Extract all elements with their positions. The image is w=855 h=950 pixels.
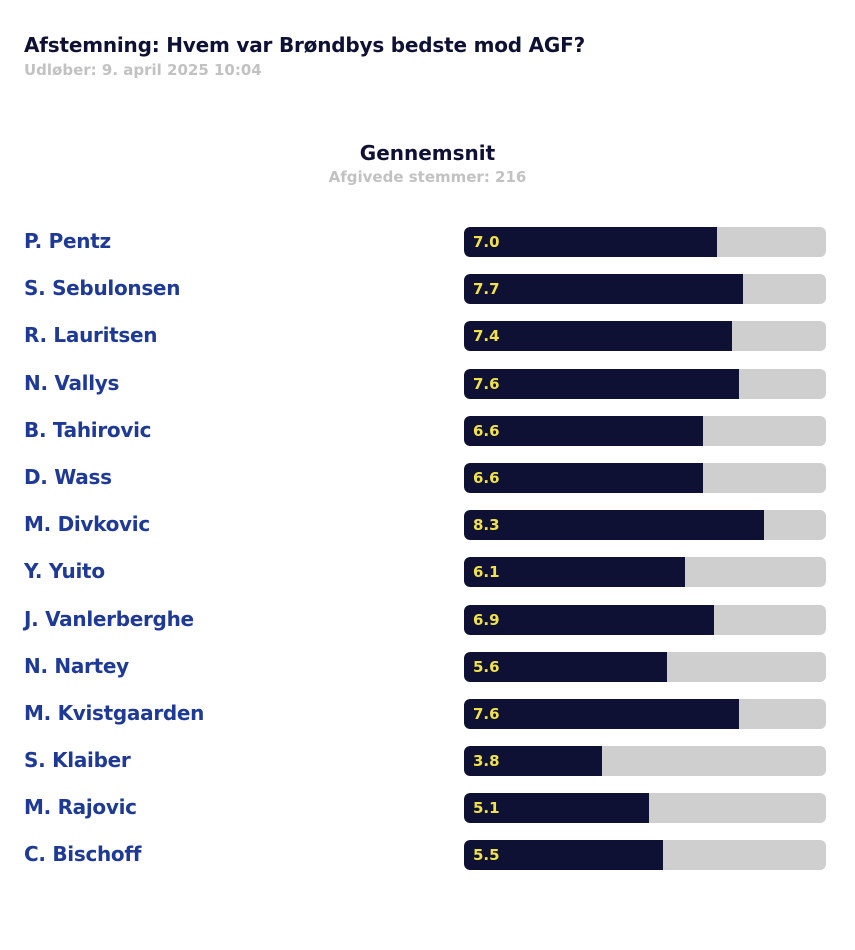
rating-bar — [464, 840, 664, 871]
player-name: B. Tahirovic — [24, 417, 152, 442]
player-name: S. Klaiber — [24, 748, 131, 773]
player-name: R. Lauritsen — [24, 323, 158, 348]
rating-bar — [464, 274, 743, 305]
votes-count: Afgivede stemmer: 216 — [328, 168, 527, 186]
player-name: J. Vanlerberghe — [24, 606, 194, 631]
rating-bar — [464, 321, 732, 352]
rating-bar-track: 6.9 — [464, 604, 826, 635]
rating-bar — [464, 746, 602, 777]
poll-title: Afstemning: Hvem var Brøndbys bedste mod… — [24, 33, 585, 57]
rating-value: 6.9 — [473, 610, 500, 629]
player-row: M. Rajovic 5.1 — [0, 792, 855, 839]
rating-value: 6.6 — [473, 421, 500, 440]
average-title: Gennemsnit — [359, 141, 496, 165]
rating-bar-track: 7.4 — [464, 321, 826, 352]
poll-expiry: Udløber: 9. april 2025 10:04 — [24, 61, 262, 79]
player-name: N. Nartey — [24, 653, 129, 678]
player-row: Y. Yuito 6.1 — [0, 556, 855, 603]
rating-bar — [464, 557, 685, 588]
player-row: S. Klaiber 3.8 — [0, 745, 855, 792]
rating-value: 3.8 — [473, 752, 500, 771]
rating-bar-track: 5.6 — [464, 651, 826, 682]
rating-value: 5.6 — [473, 657, 500, 676]
player-name: N. Vallys — [24, 370, 120, 395]
rating-bar-track: 6.6 — [464, 415, 826, 446]
player-name: M. Rajovic — [24, 795, 137, 820]
rating-bar — [464, 415, 703, 446]
rating-bar — [464, 604, 714, 635]
player-row: S. Sebulonsen 7.7 — [0, 273, 855, 320]
player-row: N. Vallys 7.6 — [0, 368, 855, 415]
rating-bar-track: 5.5 — [464, 840, 826, 871]
rating-bar-track: 8.3 — [464, 510, 826, 541]
player-name: C. Bischoff — [24, 842, 142, 867]
average-section-header: Gennemsnit Afgivede stemmer: 216 — [0, 140, 855, 188]
player-name: D. Wass — [24, 464, 112, 489]
rating-value: 6.1 — [473, 563, 500, 582]
player-row: D. Wass 6.6 — [0, 462, 855, 509]
rating-bar — [464, 698, 740, 729]
rating-bar — [464, 651, 667, 682]
rating-value: 7.0 — [473, 233, 500, 251]
rating-value: 5.1 — [473, 799, 500, 818]
rating-bar — [464, 368, 740, 399]
rating-bar-track: 7.0 — [464, 227, 826, 257]
player-row: R. Lauritsen 7.4 — [0, 320, 855, 367]
rating-bar-track: 6.1 — [464, 557, 826, 588]
player-rating-list: P. Pentz 7.0 S. Sebulonsen 7.7 R. Lauritsen 7… — [0, 226, 855, 887]
rating-value: 7.6 — [473, 704, 500, 723]
rating-bar-track: 7.6 — [464, 698, 826, 729]
rating-bar-track: 5.1 — [464, 793, 826, 824]
rating-bar — [464, 462, 703, 493]
player-name: M. Divkovic — [24, 512, 150, 537]
rating-value: 7.4 — [473, 327, 500, 346]
rating-bar-track: 7.6 — [464, 368, 826, 399]
player-name: S. Sebulonsen — [24, 276, 181, 301]
rating-bar — [464, 227, 718, 257]
rating-bar-track: 7.7 — [464, 274, 826, 305]
rating-value: 7.6 — [473, 374, 500, 393]
player-name: P. Pentz — [24, 229, 111, 253]
player-row: B. Tahirovic 6.6 — [0, 415, 855, 462]
rating-bar — [464, 510, 765, 541]
rating-bar — [464, 793, 649, 824]
poll-header: Afstemning: Hvem var Brøndbys bedste mod… — [24, 32, 585, 80]
rating-value: 7.7 — [473, 280, 500, 299]
rating-value: 8.3 — [473, 516, 500, 535]
player-name: M. Kvistgaarden — [24, 700, 205, 725]
rating-value: 5.5 — [473, 846, 500, 865]
rating-value: 6.6 — [473, 468, 500, 487]
rating-bar-track: 3.8 — [464, 746, 826, 777]
player-row: C. Bischoff 5.5 — [0, 839, 855, 886]
player-row: N. Nartey 5.6 — [0, 651, 855, 698]
player-row: J. Vanlerberghe 6.9 — [0, 604, 855, 651]
player-name: Y. Yuito — [24, 559, 105, 584]
player-row: M. Kvistgaarden 7.6 — [0, 698, 855, 745]
player-row: P. Pentz 7.0 — [0, 226, 855, 273]
rating-bar-track: 6.6 — [464, 462, 826, 493]
player-row: M. Divkovic 8.3 — [0, 509, 855, 556]
